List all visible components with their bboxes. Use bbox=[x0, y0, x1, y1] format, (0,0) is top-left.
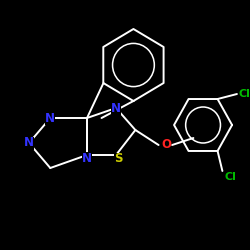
Text: N: N bbox=[111, 102, 121, 114]
Text: O: O bbox=[161, 138, 171, 151]
Text: Cl: Cl bbox=[224, 172, 236, 182]
Text: S: S bbox=[114, 152, 122, 166]
Text: N: N bbox=[45, 112, 55, 124]
Text: Cl: Cl bbox=[239, 89, 250, 99]
Text: N: N bbox=[24, 136, 34, 149]
Text: N: N bbox=[82, 152, 92, 164]
